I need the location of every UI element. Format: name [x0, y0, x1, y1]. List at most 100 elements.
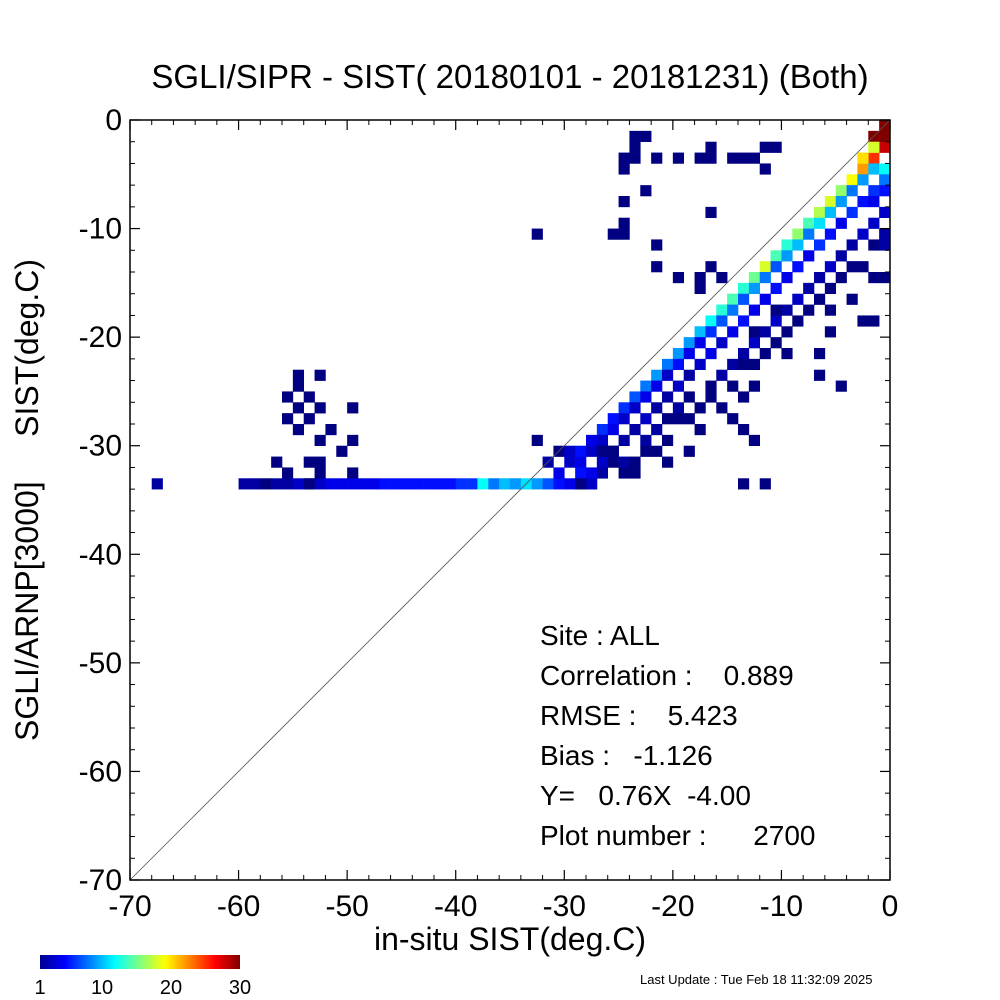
plot-frame	[129, 119, 891, 881]
heatmap-cell	[792, 228, 804, 240]
heatmap-cell	[282, 467, 294, 479]
heatmap-cell	[879, 174, 891, 186]
heatmap-cell	[531, 228, 543, 240]
x-axis-ticks: -70 -60 -50 -40 -30 -20 -10 0	[108, 120, 898, 923]
heatmap-cell	[857, 152, 869, 164]
heatmap-cell	[748, 282, 761, 295]
heatmap-cell	[792, 239, 804, 251]
heatmap-cell	[857, 174, 869, 186]
y-tick-label: -40	[79, 538, 122, 571]
heatmap-cell	[868, 163, 880, 175]
y-axis-ticks: -70 -60 -50 -40 -30 -20 -10 0	[79, 104, 890, 897]
heatmap-cell	[390, 478, 402, 490]
heatmap-cell	[792, 293, 804, 305]
heatmap-cell	[727, 293, 739, 305]
heatmap-cell	[705, 348, 717, 360]
heatmap-cell	[738, 152, 750, 164]
heatmap-cell	[586, 478, 598, 490]
heatmap-cell	[347, 402, 359, 414]
y-tick-label: 0	[105, 104, 122, 137]
heatmap-cell	[672, 358, 685, 371]
heatmap-cell	[846, 293, 858, 305]
heatmap-cell	[672, 348, 685, 360]
heatmap-cell	[629, 141, 641, 153]
heatmap-cell	[781, 239, 793, 251]
heatmap-cell	[770, 250, 782, 262]
heatmap-cell	[618, 413, 630, 425]
heatmap-cell	[618, 196, 630, 208]
heatmap-cell	[651, 402, 663, 414]
heatmap-cell	[640, 380, 652, 392]
heatmap-cell	[835, 272, 847, 284]
heatmap-cell	[705, 206, 717, 219]
heatmap-cell	[238, 478, 250, 490]
heatmap-cell	[629, 152, 641, 164]
heatmap-cell	[640, 445, 652, 457]
stat-correlation: Correlation : 0.889	[540, 660, 794, 691]
heatmap-cell	[738, 478, 750, 490]
x-tick-label: -10	[760, 890, 803, 923]
heatmap-cell	[879, 206, 891, 219]
heatmap-cell	[423, 478, 435, 490]
heatmap-cell	[683, 391, 695, 403]
heatmap-cell	[629, 130, 641, 143]
heatmap-cell	[705, 326, 717, 338]
heatmap-cell	[596, 424, 609, 436]
heatmap-cell	[835, 217, 847, 229]
heatmap-cell	[781, 304, 793, 316]
heatmap-cell	[651, 380, 663, 392]
heatmap-cell	[857, 228, 869, 240]
heatmap-cell	[694, 326, 706, 338]
heatmap-cell	[553, 467, 565, 479]
heatmap-cell	[618, 467, 630, 479]
heatmap-cell	[716, 369, 728, 381]
heatmap-cell	[379, 478, 391, 490]
heatmap-cell	[814, 239, 826, 251]
heatmap-cell	[748, 380, 761, 392]
heatmap-cell	[738, 293, 750, 305]
heatmap-cell	[824, 196, 837, 208]
heatmap-cell	[466, 478, 478, 490]
heatmap-cell	[759, 326, 771, 338]
heatmap-cell	[727, 304, 739, 316]
heatmap-cell	[292, 424, 305, 436]
heatmap-cell	[271, 456, 283, 468]
x-tick-label: -50	[325, 890, 368, 923]
heatmap-cell	[683, 413, 695, 425]
heatmap-cell	[303, 413, 315, 425]
heatmap-cell	[282, 413, 294, 425]
heatmap-cell	[868, 217, 880, 229]
heatmap-cell	[249, 478, 261, 490]
colorbar-tick-label: 30	[229, 977, 251, 999]
heatmap-cell	[314, 369, 326, 381]
heatmap-cells	[151, 120, 891, 490]
heatmap-cell	[640, 185, 652, 197]
heatmap-cell	[683, 369, 695, 381]
heatmap-cell	[738, 424, 750, 436]
heatmap-cell	[314, 478, 326, 490]
heatmap-cell	[803, 217, 815, 229]
last-update: Last Update : Tue Feb 18 11:32:09 2025	[640, 972, 873, 987]
heatmap-cell	[868, 239, 880, 251]
heatmap-cell	[542, 478, 554, 490]
heatmap-cell	[879, 163, 891, 175]
heatmap-cell	[814, 206, 826, 219]
heatmap-cell	[748, 272, 761, 284]
stat-site: Site : ALL	[540, 620, 660, 651]
heatmap-cell	[651, 152, 663, 164]
heatmap-cell	[868, 272, 880, 284]
heatmap-cell	[868, 185, 880, 197]
heatmap-cell	[662, 369, 674, 381]
stat-bias: Bias : -1.126	[540, 740, 713, 771]
heatmap-cell	[683, 348, 695, 360]
heatmap-cell	[607, 228, 619, 240]
heatmap-cell	[770, 304, 782, 316]
heatmap-cell	[716, 304, 728, 316]
heatmap-cell	[770, 261, 782, 273]
heatmap-cell	[748, 358, 761, 371]
heatmap-cell	[792, 315, 804, 327]
heatmap-cell	[292, 478, 305, 490]
heatmap-cell	[325, 478, 337, 490]
heatmap-cell	[314, 434, 326, 447]
heatmap-cell	[879, 130, 891, 143]
